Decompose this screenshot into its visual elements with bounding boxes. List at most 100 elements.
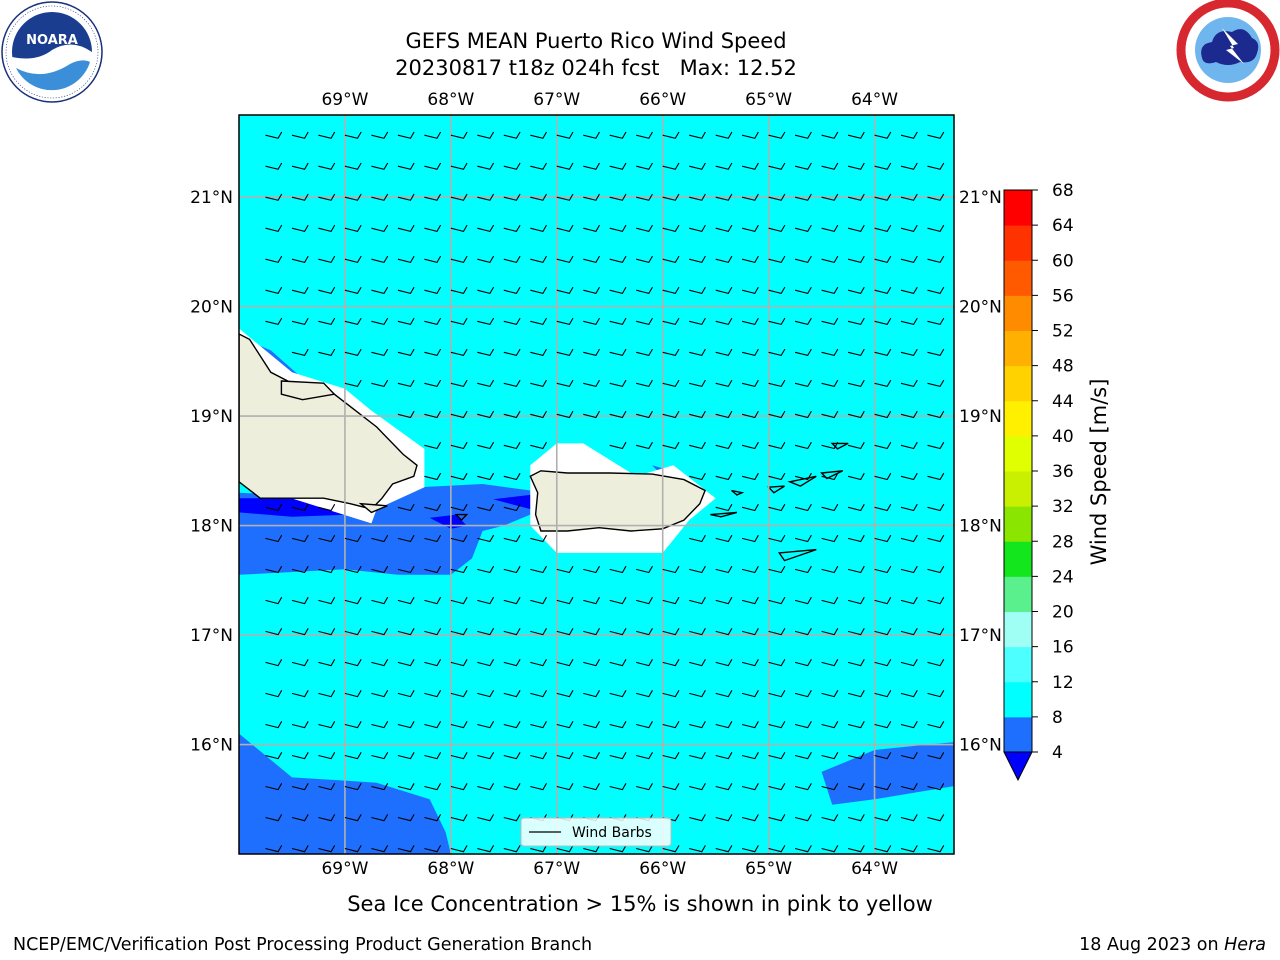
wind-barb bbox=[318, 845, 336, 853]
wind-barb bbox=[556, 379, 574, 388]
wind-barb bbox=[503, 690, 521, 698]
wind-barb bbox=[344, 193, 362, 201]
colorbar-segment bbox=[1004, 225, 1032, 244]
wind-barb bbox=[927, 379, 945, 388]
wind-barb bbox=[927, 286, 945, 295]
wind-barb bbox=[662, 721, 680, 729]
wind-barb bbox=[768, 348, 786, 357]
wind-barb bbox=[900, 286, 918, 295]
wind-barb bbox=[874, 410, 892, 419]
right-lat-tick-label: 21°N bbox=[959, 188, 1002, 208]
bottom-lon-tick-label: 66°W bbox=[639, 859, 686, 879]
wind-barb bbox=[424, 534, 442, 543]
wind-barb bbox=[450, 565, 468, 574]
colorbar-tick-label: 60 bbox=[1052, 251, 1074, 271]
wind-barb bbox=[874, 379, 892, 388]
wind-barb bbox=[424, 317, 442, 326]
wind-barb bbox=[927, 255, 945, 264]
axis-tick-labels: 69°W 69°W 68°W 68°W 67°W 67°W 66°W 66°W 65°W 65°W… bbox=[190, 90, 1002, 879]
wind-barb bbox=[741, 596, 759, 605]
wind-barb bbox=[609, 379, 627, 388]
right-lat-tick-label: 17°N bbox=[959, 626, 1002, 646]
wind-barb bbox=[847, 783, 865, 791]
wind-barb bbox=[609, 441, 627, 450]
wind-barb bbox=[689, 131, 706, 139]
wind-barb bbox=[953, 476, 954, 477]
wind-barb bbox=[397, 690, 415, 698]
wind-barb bbox=[794, 379, 812, 388]
wind-barb bbox=[874, 752, 892, 760]
wind-barb bbox=[715, 565, 733, 574]
colorbar-segment bbox=[1004, 611, 1032, 630]
wind-barb bbox=[583, 628, 600, 636]
wind-barb bbox=[794, 628, 812, 636]
wind-barb bbox=[609, 255, 627, 264]
wind-barb bbox=[503, 628, 521, 636]
wind-barb bbox=[768, 565, 786, 574]
wind-barb bbox=[636, 162, 653, 170]
right-lat-tick-label: 20°N bbox=[959, 298, 1002, 318]
wind-barb bbox=[927, 814, 945, 822]
wind-barb bbox=[847, 379, 865, 388]
wind-barb bbox=[344, 814, 362, 822]
wind-barb bbox=[477, 224, 495, 233]
wind-barb bbox=[662, 224, 680, 233]
wind-barb bbox=[900, 534, 918, 543]
wind-barb bbox=[768, 752, 786, 760]
wind-barb bbox=[583, 565, 600, 574]
wind-barb bbox=[291, 721, 309, 729]
wind-barb bbox=[503, 596, 521, 605]
wind-barb bbox=[477, 162, 495, 170]
wind-barb bbox=[927, 690, 945, 698]
wind-barb bbox=[662, 410, 680, 419]
wind-barb bbox=[503, 410, 521, 419]
wind-barb bbox=[636, 783, 653, 791]
wind-barb bbox=[953, 352, 954, 353]
wind-barb bbox=[503, 472, 521, 481]
wind-barb bbox=[662, 131, 680, 139]
wind-barb bbox=[768, 162, 786, 170]
wind-barb bbox=[291, 628, 309, 636]
wind-barb bbox=[874, 348, 892, 357]
colorbar-segment bbox=[1004, 646, 1032, 665]
wind-barb bbox=[424, 286, 442, 295]
wind-barb bbox=[318, 162, 336, 170]
wind-barb bbox=[424, 441, 442, 450]
wind-barb bbox=[318, 596, 336, 605]
wind-barb bbox=[503, 783, 521, 791]
wind-barb bbox=[318, 721, 336, 729]
top-lon-tick-label: 66°W bbox=[639, 90, 686, 110]
wind-barb bbox=[689, 317, 706, 326]
wind-barb bbox=[821, 162, 839, 170]
wind-barb bbox=[927, 565, 945, 574]
wind-barb bbox=[397, 752, 415, 760]
wind-barb bbox=[556, 286, 574, 295]
wind-barb bbox=[556, 752, 574, 760]
colorbar-under-arrow bbox=[1003, 751, 1033, 782]
wind-barb bbox=[662, 783, 680, 791]
wind-barb bbox=[450, 659, 468, 667]
wind-barb bbox=[715, 752, 733, 760]
coastline-st-croix bbox=[777, 548, 817, 562]
wind-barb bbox=[424, 783, 442, 791]
colorbar-segment bbox=[1004, 242, 1032, 261]
wind-barb bbox=[874, 162, 892, 170]
wind-barb bbox=[609, 783, 627, 791]
wind-barb bbox=[450, 410, 468, 419]
wind-barb bbox=[689, 162, 706, 170]
wind-barb bbox=[371, 162, 389, 170]
colorbar-label: Wind Speed [m/s] bbox=[1087, 379, 1111, 566]
coastlines bbox=[239, 333, 849, 562]
wind-barb bbox=[768, 193, 786, 201]
wind-barb bbox=[397, 721, 415, 729]
wind-barb bbox=[715, 255, 733, 264]
wind-barb bbox=[636, 348, 653, 357]
wind-barb bbox=[821, 131, 839, 139]
wind-barb bbox=[318, 348, 336, 357]
wind-barb bbox=[821, 814, 839, 822]
wind-barb bbox=[609, 348, 627, 357]
bottom-lon-tick-label: 68°W bbox=[427, 859, 474, 879]
wind-barb bbox=[530, 410, 547, 419]
wind-barb bbox=[741, 659, 759, 667]
wind-barb bbox=[794, 348, 812, 357]
